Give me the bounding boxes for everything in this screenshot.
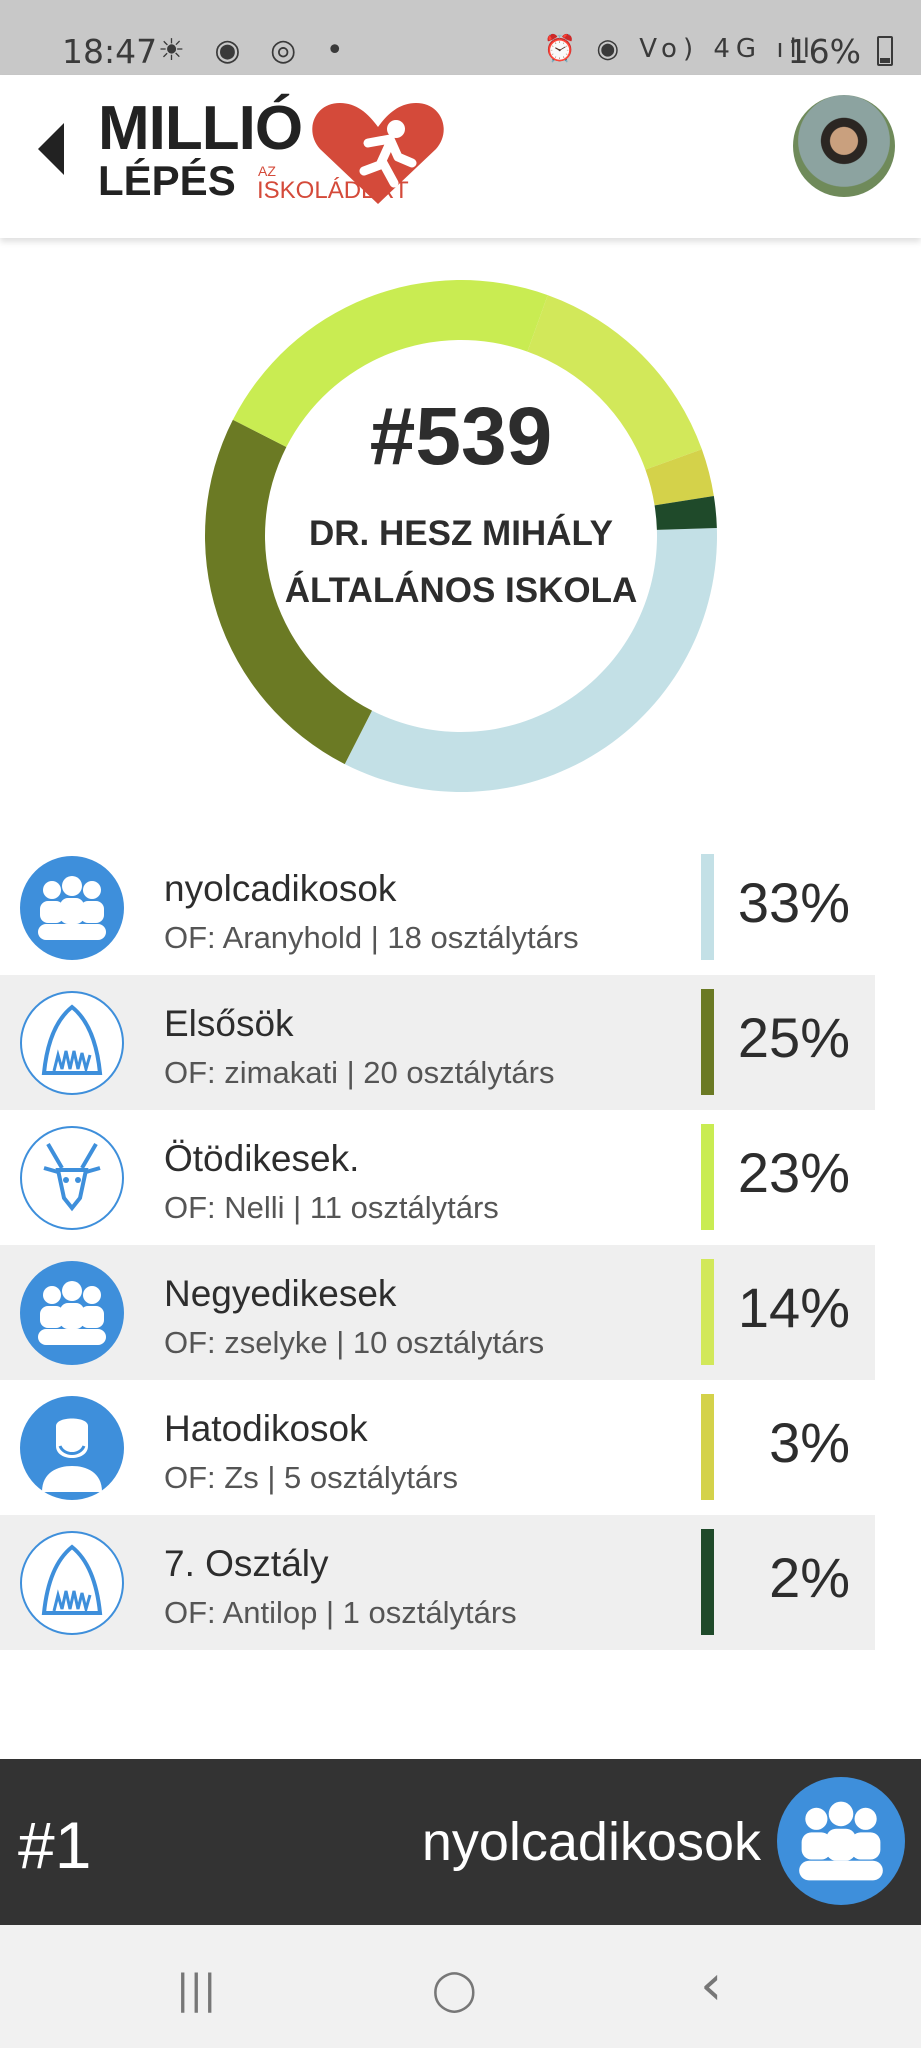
class-row[interactable]: 7. Osztály OF: Antilop | 1 osztálytárs 2%: [0, 1515, 875, 1650]
class-row[interactable]: nyolcadikosok OF: Aranyhold | 18 osztályt…: [0, 840, 875, 975]
status-time: 18:47: [62, 32, 158, 71]
class-percentage: 23%: [737, 1141, 850, 1204]
class-percentage: 3%: [769, 1411, 850, 1474]
millio-lepes-logo: MILLIÓ LÉPÉS AZ ISKOLÁDÉRT: [98, 93, 448, 213]
top-class-footer: #1 nyolcadikosok: [0, 1759, 921, 1925]
logo-line2: LÉPÉS: [98, 157, 236, 204]
class-name: Elsősök: [164, 1003, 294, 1044]
status-right-icons: ⏰ ◉ Vo) 4G ıll: [543, 34, 816, 64]
donut-slice-4: [527, 295, 702, 470]
back-arrow-icon[interactable]: [38, 123, 64, 175]
class-share-donut-chart: [205, 280, 717, 792]
class-teacher-count: OF: Zs | 5 osztálytárs: [164, 1460, 459, 1495]
class-row[interactable]: Elsősök OF: zimakati | 20 osztálytárs 25%: [0, 975, 875, 1110]
class-teacher-count: OF: zimakati | 20 osztálytárs: [164, 1055, 555, 1090]
system-navigation-bar: ||| ◯ ‹: [0, 1925, 921, 2048]
back-button[interactable]: ‹: [700, 1953, 723, 2018]
class-percentage: 33%: [737, 871, 850, 934]
school-rank: #539: [369, 391, 553, 482]
shark-icon: [20, 1531, 124, 1635]
shark-icon: [20, 991, 124, 1095]
group-icon: [777, 1777, 905, 1905]
recent-apps-button[interactable]: |||: [176, 1967, 217, 2013]
status-left-icons: ☀ ◉ ◎ •: [158, 33, 354, 68]
donut-slice-1: [344, 527, 717, 792]
school-name: DR. HESZ MIHÁLY ÁLTALÁNOS ISKOLA: [284, 514, 638, 610]
status-bar: 18:47 ☀ ◉ ◎ • ⏰ ◉ Vo) 4G ıll 16%: [0, 0, 921, 75]
footer-rank: #1: [18, 1808, 92, 1882]
class-row[interactable]: Ötödikesek. OF: Nelli | 11 osztálytárs 23%: [0, 1110, 875, 1245]
donut-center: #539 DR. HESZ MIHÁLY ÁLTALÁNOS ISKOLA: [205, 280, 717, 792]
class-color-bar: [701, 989, 714, 1095]
class-color-bar: [701, 1394, 714, 1500]
class-name: nyolcadikosok: [164, 868, 397, 909]
bearded-man-icon: [20, 1396, 124, 1500]
class-name: Hatodikosok: [164, 1408, 368, 1449]
class-teacher-count: OF: Nelli | 11 osztálytárs: [164, 1190, 499, 1225]
antelope-icon: [20, 1126, 124, 1230]
heart-runner-icon: [312, 103, 444, 204]
class-percentage: 2%: [769, 1546, 850, 1609]
logo-small: AZ: [258, 163, 276, 179]
group-icon: [20, 856, 124, 960]
class-teacher-count: OF: Aranyhold | 18 osztálytárs: [164, 920, 579, 955]
class-color-bar: [701, 854, 714, 960]
class-color-bar: [701, 1529, 714, 1635]
class-list: nyolcadikosok OF: Aranyhold | 18 osztályt…: [0, 840, 875, 1650]
class-color-bar: [701, 1124, 714, 1230]
class-percentage: 14%: [737, 1276, 850, 1339]
class-row[interactable]: Negyedikesek OF: zselyke | 10 osztálytárs…: [0, 1245, 875, 1380]
donut-slice-2: [205, 419, 373, 765]
class-name: Ötödikesek.: [164, 1138, 360, 1179]
class-teacher-count: OF: Antilop | 1 osztálytárs: [164, 1595, 517, 1630]
class-color-bar: [701, 1259, 714, 1365]
class-row[interactable]: Hatodikosok OF: Zs | 5 osztálytárs 3%: [0, 1380, 875, 1515]
logo-line1: MILLIÓ: [98, 94, 303, 163]
donut-slice-3: [232, 280, 548, 448]
app-header: MILLIÓ LÉPÉS AZ ISKOLÁDÉRT: [0, 75, 921, 238]
class-name: 7. Osztály: [164, 1543, 329, 1584]
battery-percentage: 16%: [787, 32, 861, 71]
class-percentage: 25%: [737, 1006, 850, 1069]
user-avatar[interactable]: [793, 95, 895, 197]
battery-icon: [877, 36, 893, 66]
donut-slice-5: [645, 449, 714, 506]
footer-class-name: nyolcadikosok: [421, 1812, 761, 1872]
class-teacher-count: OF: zselyke | 10 osztálytárs: [164, 1325, 545, 1360]
home-button[interactable]: ◯: [432, 1967, 477, 2013]
class-name: Negyedikesek: [164, 1273, 397, 1314]
group-icon: [20, 1261, 124, 1365]
donut-slice-6: [654, 495, 717, 530]
